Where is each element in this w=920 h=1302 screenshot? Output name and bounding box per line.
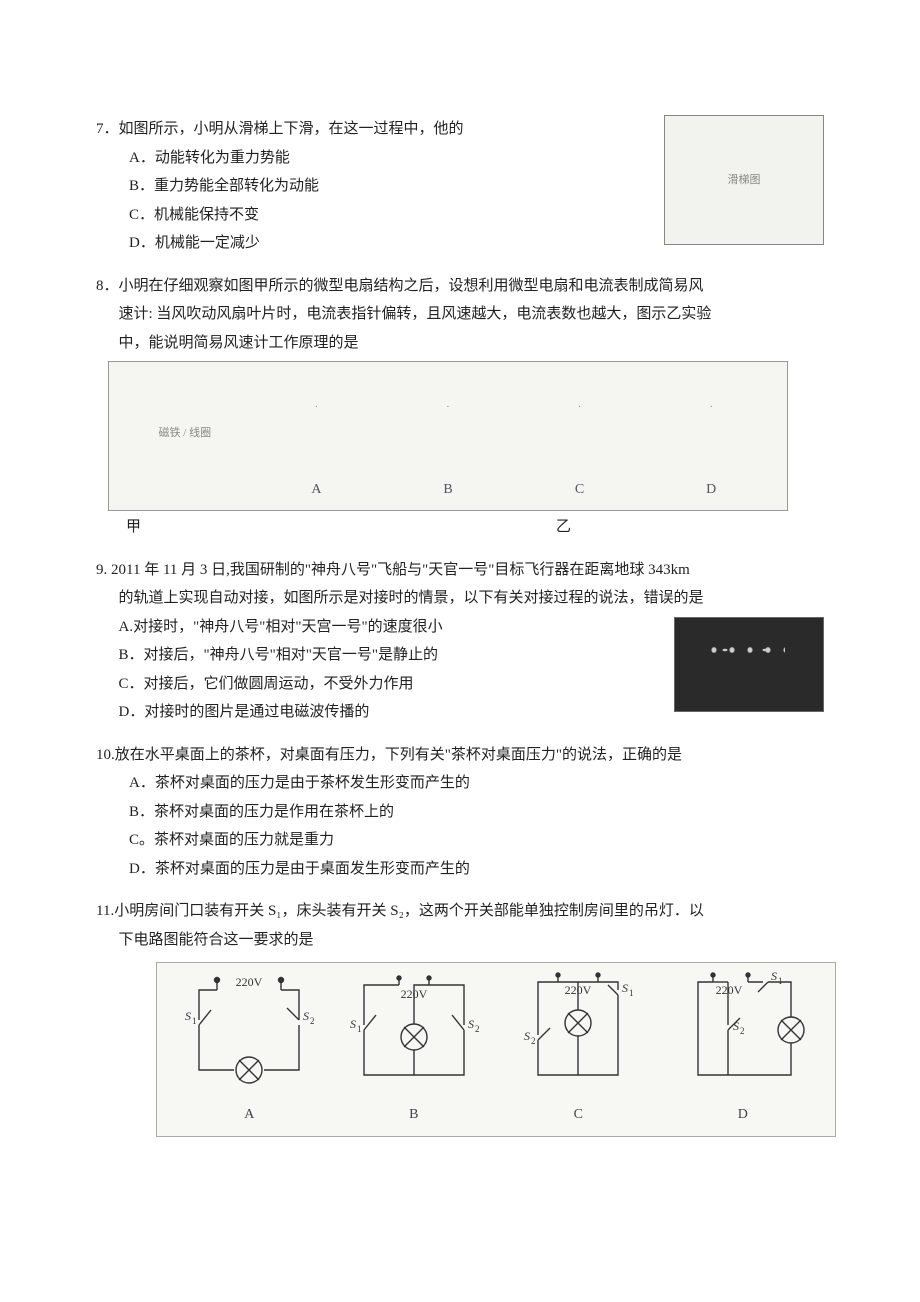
q8-figure: 磁铁 / 线圈 ·A ·B ·C ·D: [108, 361, 788, 511]
question-7: 7．如图所示，小明从滑梯上下滑，在这一过程中，他的 A．动能转化为重力势能 B．…: [96, 115, 824, 258]
q8-fan-label: 磁铁 / 线圈: [119, 423, 251, 444]
question-9: 9. 2011 年 11 月 3 日,我国研制的"神舟八号"飞船与"天官一号"目…: [96, 556, 824, 727]
q7-row: 7．如图所示，小明从滑梯上下滑，在这一过程中，他的 A．动能转化为重力势能 B．…: [96, 115, 824, 258]
svg-text:S: S: [733, 1019, 739, 1033]
circuit-c-voltage: 220V: [565, 983, 592, 997]
q11-number: 11.: [96, 903, 114, 919]
q8-captions: 甲 乙: [96, 513, 824, 542]
svg-text:S: S: [524, 1029, 530, 1043]
q9-body: A.对接时，"神舟八号"相对"天宫一号"的速度很小 B．对接后，"神舟八号"相对…: [96, 613, 824, 727]
circuit-d: 220V S1 S2 D: [668, 970, 818, 1129]
q10-number: 10.: [96, 747, 115, 763]
circuit-d-label: D: [668, 1102, 818, 1129]
svg-text:1: 1: [192, 1016, 197, 1026]
q8-label-d: D: [706, 482, 716, 497]
svg-text:2: 2: [310, 1016, 315, 1026]
q10-option-c: C。茶杯对桌面的压力就是重力: [129, 826, 824, 855]
q7-option-d: D．机械能一定减少: [129, 229, 654, 258]
q8-label-c: C: [575, 482, 584, 497]
q9-text: A.对接时，"神舟八号"相对"天宫一号"的速度很小 B．对接后，"神舟八号"相对…: [96, 613, 664, 727]
q10-option-d: D．茶杯对桌面的压力是由于桌面发生形变而产生的: [129, 855, 824, 884]
q9-stem-l1-row: 9. 2011 年 11 月 3 日,我国研制的"神舟八号"飞船与"天官一号"目…: [96, 556, 824, 585]
svg-text:S: S: [303, 1009, 309, 1023]
circuit-c-label: C: [503, 1102, 653, 1129]
circuit-c-svg: 220V S1 S2: [508, 970, 648, 1100]
q8-caption-left: 甲: [126, 513, 256, 542]
q8-label-a: A: [311, 482, 321, 497]
q8-seg-c: ·C: [514, 397, 646, 504]
circuit-a: 220V S1 S2 A: [174, 970, 324, 1129]
q10-option-b: B．茶杯对桌面的压力是作用在茶杯上的: [129, 798, 824, 827]
question-11: 11.小明房间门口装有开关 S₁，床头装有开关 S₂，这两个开关部能单独控制房间…: [96, 897, 824, 1137]
q8-seg-a: ·A: [251, 397, 383, 504]
q7-figure-alt: 滑梯图: [728, 170, 761, 191]
circuit-a-svg: 220V S1 S2: [179, 970, 319, 1100]
q7-stem: 7．如图所示，小明从滑梯上下滑，在这一过程中，他的: [96, 115, 654, 144]
circuit-d-voltage: 220V: [715, 983, 742, 997]
q7-option-b: B．重力势能全部转化为动能: [129, 172, 654, 201]
q8-stem-l2: 速计: 当风吹动风扇叶片时，电流表指针偏转，且风速越大，电流表数也越大，图示乙实…: [96, 300, 824, 329]
q11-stem-l1-row: 11.小明房间门口装有开关 S₁，床头装有开关 S₂，这两个开关部能单独控制房间…: [96, 897, 824, 926]
q8-number: 8．: [96, 278, 119, 294]
q9-stem-l1: 2011 年 11 月 3 日,我国研制的"神舟八号"飞船与"天官一号"目标飞行…: [111, 562, 690, 578]
q8-seg-d: ·D: [645, 397, 777, 504]
q9-options: A.对接时，"神舟八号"相对"天宫一号"的速度很小 B．对接后，"神舟八号"相对…: [96, 613, 664, 727]
q7-option-c: C．机械能保持不变: [129, 201, 654, 230]
q9-number: 9.: [96, 562, 107, 578]
q11-figure: 220V S1 S2 A 220V: [156, 962, 836, 1137]
q9-option-a: A.对接时，"神舟八号"相对"天宫一号"的速度很小: [119, 613, 665, 642]
q11-stem-l1: 小明房间门口装有开关 S₁，床头装有开关 S₂，这两个开关部能单独控制房间里的吊…: [114, 903, 704, 919]
circuit-a-voltage: 220V: [236, 975, 263, 989]
q8-seg-b: ·B: [382, 397, 514, 504]
q8-caption-right: 乙: [556, 513, 571, 542]
svg-text:1: 1: [357, 1024, 362, 1034]
circuit-b: 220V S1 S2 B: [339, 970, 489, 1129]
q8-stem-l1: 小明在仔细观察如图甲所示的微型电扇结构之后，设想利用微型电扇和电流表制成简易风: [119, 278, 704, 294]
q8-label-b: B: [443, 482, 452, 497]
q9-figure-docking: [674, 617, 824, 712]
circuit-b-svg: 220V S1 S2: [344, 970, 484, 1100]
svg-text:S: S: [622, 981, 628, 995]
q10-option-a: A．茶杯对桌面的压力是由于茶杯发生形变而产生的: [129, 769, 824, 798]
svg-text:2: 2: [740, 1026, 745, 1036]
circuit-b-label: B: [339, 1102, 489, 1129]
q7-options: A．动能转化为重力势能 B．重力势能全部转化为动能 C．机械能保持不变 D．机械…: [96, 144, 654, 258]
svg-text:2: 2: [531, 1036, 536, 1046]
svg-text:1: 1: [778, 976, 783, 986]
q9-option-d: D．对接时的图片是通过电磁波传播的: [119, 698, 665, 727]
q10-options: A．茶杯对桌面的压力是由于茶杯发生形变而产生的 B．茶杯对桌面的压力是作用在茶杯…: [96, 769, 824, 883]
q9-option-c: C．对接后，它们做圆周运动，不受外力作用: [119, 670, 665, 699]
q7-number: 7．: [96, 121, 119, 137]
svg-text:S: S: [185, 1009, 191, 1023]
svg-text:1: 1: [629, 988, 634, 998]
q7-stem-text: 如图所示，小明从滑梯上下滑，在这一过程中，他的: [119, 121, 464, 137]
q8-stem: 8．小明在仔细观察如图甲所示的微型电扇结构之后，设想利用微型电扇和电流表制成简易…: [96, 272, 824, 301]
q7-text: 7．如图所示，小明从滑梯上下滑，在这一过程中，他的 A．动能转化为重力势能 B．…: [96, 115, 654, 258]
circuit-b-voltage: 220V: [400, 987, 427, 1001]
question-10: 10.放在水平桌面上的茶杯，对桌面有压力，下列有关"茶杯对桌面压力"的说法，正确…: [96, 741, 824, 884]
svg-text:S: S: [468, 1017, 474, 1031]
circuit-d-svg: 220V S1 S2: [673, 970, 813, 1100]
circuit-a-label: A: [174, 1102, 324, 1129]
svg-text:S: S: [771, 970, 777, 983]
svg-text:2: 2: [475, 1024, 480, 1034]
question-8: 8．小明在仔细观察如图甲所示的微型电扇结构之后，设想利用微型电扇和电流表制成简易…: [96, 272, 824, 542]
q9-option-b: B．对接后，"神舟八号"相对"天官一号"是静止的: [119, 641, 665, 670]
q11-stem-l2: 下电路图能符合这一要求的是: [96, 926, 824, 955]
q10-stem: 10.放在水平桌面上的茶杯，对桌面有压力，下列有关"茶杯对桌面压力"的说法，正确…: [96, 741, 824, 770]
q10-stem-text: 放在水平桌面上的茶杯，对桌面有压力，下列有关"茶杯对桌面压力"的说法，正确的是: [115, 747, 682, 763]
q7-option-a: A．动能转化为重力势能: [129, 144, 654, 173]
q9-stem-l2: 的轨道上实现自动对接，如图所示是对接时的情景，以下有关对接过程的说法，错误的是: [96, 584, 824, 613]
q8-stem-l3: 中，能说明简易风速计工作原理的是: [96, 329, 824, 358]
q7-figure-slide: 滑梯图: [664, 115, 824, 245]
q8-seg-fan: 磁铁 / 线圈: [119, 423, 251, 504]
circuit-c: 220V S1 S2 C: [503, 970, 653, 1129]
svg-text:S: S: [350, 1017, 356, 1031]
